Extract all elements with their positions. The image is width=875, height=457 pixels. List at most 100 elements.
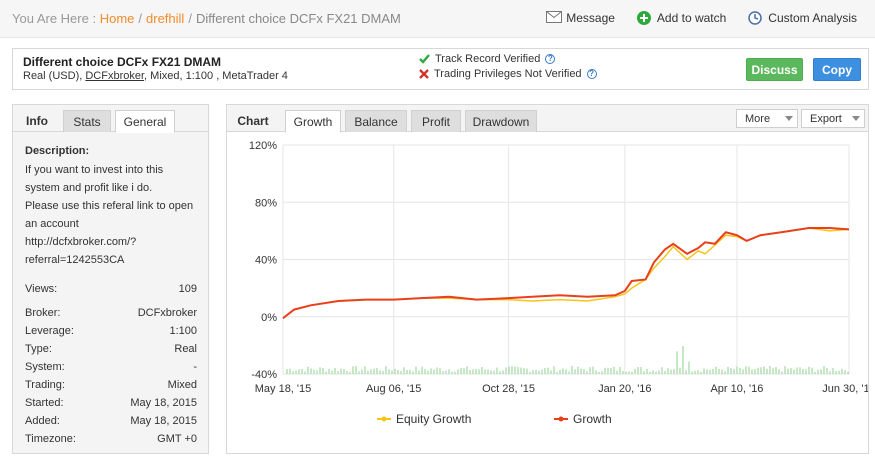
- stat-label: Started:: [25, 397, 64, 409]
- stat-row-system: System: -: [25, 361, 197, 373]
- stat-value: DCFxbroker: [137, 307, 197, 319]
- message-button[interactable]: Message: [546, 11, 615, 25]
- stat-value: 1:100: [169, 325, 197, 337]
- export-dropdown[interactable]: Export: [801, 109, 865, 128]
- stat-value: Mixed: [167, 379, 197, 391]
- y-tick-label: 120%: [249, 140, 277, 152]
- tab-info[interactable]: Info: [26, 114, 48, 128]
- check-icon: [419, 54, 430, 64]
- x-tick-label: Aug 06, '15: [366, 383, 421, 395]
- stat-row-added: Added: May 18, 2015: [25, 415, 197, 427]
- description-line: Please use this referal link to open: [25, 200, 194, 212]
- description-line: system and profit like i do.: [25, 182, 153, 194]
- stat-row-broker: Broker: DCFxbroker: [25, 307, 197, 319]
- system-header: Different choice DCFx FX21 DMAM Real (US…: [12, 48, 869, 90]
- y-tick-label: -40%: [251, 369, 277, 381]
- track-record-status: Track Record Verified ?: [419, 53, 556, 65]
- stat-value: GMT +0: [157, 433, 197, 445]
- plus-circle-icon: [636, 11, 651, 25]
- stat-label: System:: [25, 361, 65, 373]
- add-to-watch-button[interactable]: Add to watch: [636, 11, 727, 25]
- envelope-icon: [546, 11, 563, 25]
- top-bar: You Are Here : Home / drefhill / Different c…: [0, 0, 875, 38]
- stat-label: Broker:: [25, 307, 61, 319]
- custom-analysis-label: Custom Analysis: [768, 11, 857, 25]
- message-label: Message: [566, 11, 615, 25]
- stat-value: 109: [178, 283, 197, 295]
- export-label: Export: [810, 112, 842, 125]
- system-title: Different choice DCFx FX21 DMAM: [23, 55, 222, 69]
- system-subtitle: Real (USD), DCFxbroker, Mixed, 1:100 , M…: [23, 70, 288, 82]
- chart-tabs: Chart Growth Balance Profit Drawdown Mor…: [227, 105, 868, 133]
- x-tick-label: May 18, '15: [255, 383, 312, 395]
- track-record-label: Track Record Verified: [435, 53, 541, 65]
- stat-label: Timezone:: [25, 433, 76, 445]
- breadcrumb: You Are Here : Home / drefhill / Different c…: [12, 11, 401, 26]
- x-tick-label: Apr 10, '16: [710, 383, 763, 395]
- system-details: , Mixed, 1:100 , MetaTrader 4: [144, 70, 288, 82]
- breadcrumb-current: Different choice DCFx FX21 DMAM: [195, 11, 401, 26]
- trading-privileges-status: Trading Privileges Not Verified ?: [419, 68, 597, 80]
- stat-row-views: Views: 109: [25, 283, 197, 295]
- tab-stats[interactable]: Stats: [63, 110, 111, 132]
- more-label: More: [745, 112, 771, 125]
- description-heading: Description:: [25, 145, 90, 157]
- y-tick-label: 0%: [261, 312, 277, 324]
- stat-row-timezone: Timezone: GMT +0: [25, 433, 197, 445]
- description-line: If you want to invest into this: [25, 164, 164, 176]
- stat-label: Trading:: [25, 379, 65, 391]
- tab-growth[interactable]: Growth: [285, 110, 341, 133]
- breadcrumb-user-link[interactable]: drefhill: [146, 11, 185, 26]
- stat-value: May 18, 2015: [130, 397, 197, 409]
- discuss-button[interactable]: Discuss: [746, 58, 803, 81]
- add-to-watch-label: Add to watch: [656, 11, 727, 25]
- info-panel: Info Stats General Description: If you w…: [12, 104, 209, 454]
- clock-icon: [748, 11, 763, 25]
- copy-button[interactable]: Copy: [813, 58, 861, 81]
- chevron-down-icon: [785, 116, 793, 121]
- x-tick-label: Jun 30, '16: [822, 383, 868, 395]
- breadcrumb-home-link[interactable]: Home: [99, 11, 135, 26]
- stat-row-trading: Trading: Mixed: [25, 379, 197, 391]
- description-line: http://dcfxbroker.com/?: [25, 236, 137, 248]
- stat-label: Leverage:: [25, 325, 74, 337]
- tab-drawdown[interactable]: Drawdown: [465, 110, 537, 132]
- y-tick-label: 40%: [255, 255, 277, 267]
- description-line: an account: [25, 218, 79, 230]
- tab-profit[interactable]: Profit: [411, 110, 461, 132]
- legend-marker: [381, 416, 387, 422]
- x-tick-label: Jan 20, '16: [598, 383, 651, 395]
- x-tick-label: Oct 28, '15: [482, 383, 535, 395]
- description-text: If you want to invest into this system a…: [25, 161, 205, 269]
- legend-marker: [558, 416, 564, 422]
- tab-general[interactable]: General: [115, 110, 175, 133]
- stat-label: Added:: [25, 415, 60, 427]
- top-actions: Message Add to watch Custom Analysis: [546, 11, 857, 25]
- trading-privileges-label: Trading Privileges Not Verified: [434, 68, 582, 80]
- more-dropdown[interactable]: More: [736, 109, 798, 128]
- breadcrumb-separator: /: [188, 11, 192, 26]
- chart-panel: Chart Growth Balance Profit Drawdown Mor…: [226, 104, 869, 454]
- y-tick-label: 80%: [255, 197, 277, 209]
- series-line-growth: [282, 227, 850, 319]
- stat-label: Views:: [25, 283, 58, 295]
- help-icon[interactable]: ?: [586, 69, 597, 79]
- help-icon[interactable]: ?: [545, 54, 556, 64]
- growth-chart[interactable]: 120% 80% 40% 0% -40% May 18, '15 Aug 06, '15 Oc…: [227, 133, 868, 453]
- breadcrumb-separator: /: [138, 11, 143, 26]
- stat-value: -: [193, 361, 197, 373]
- chevron-down-icon: [852, 116, 860, 121]
- tab-chart[interactable]: Chart: [237, 114, 269, 128]
- broker-link[interactable]: DCFxbroker: [85, 70, 145, 82]
- custom-analysis-button[interactable]: Custom Analysis: [748, 11, 857, 25]
- stat-row-started: Started: May 18, 2015: [25, 397, 197, 409]
- system-currency: Real (USD),: [23, 70, 83, 82]
- stat-value: May 18, 2015: [130, 415, 197, 427]
- legend-label: Equity Growth: [396, 412, 471, 426]
- stat-label: Type:: [25, 343, 52, 355]
- description-line: referral=1242553CA: [25, 254, 125, 266]
- breadcrumb-prefix: You Are Here :: [12, 11, 97, 26]
- stat-row-type: Type: Real: [25, 343, 197, 355]
- tab-balance[interactable]: Balance: [345, 110, 407, 132]
- legend-label: Growth: [573, 412, 612, 426]
